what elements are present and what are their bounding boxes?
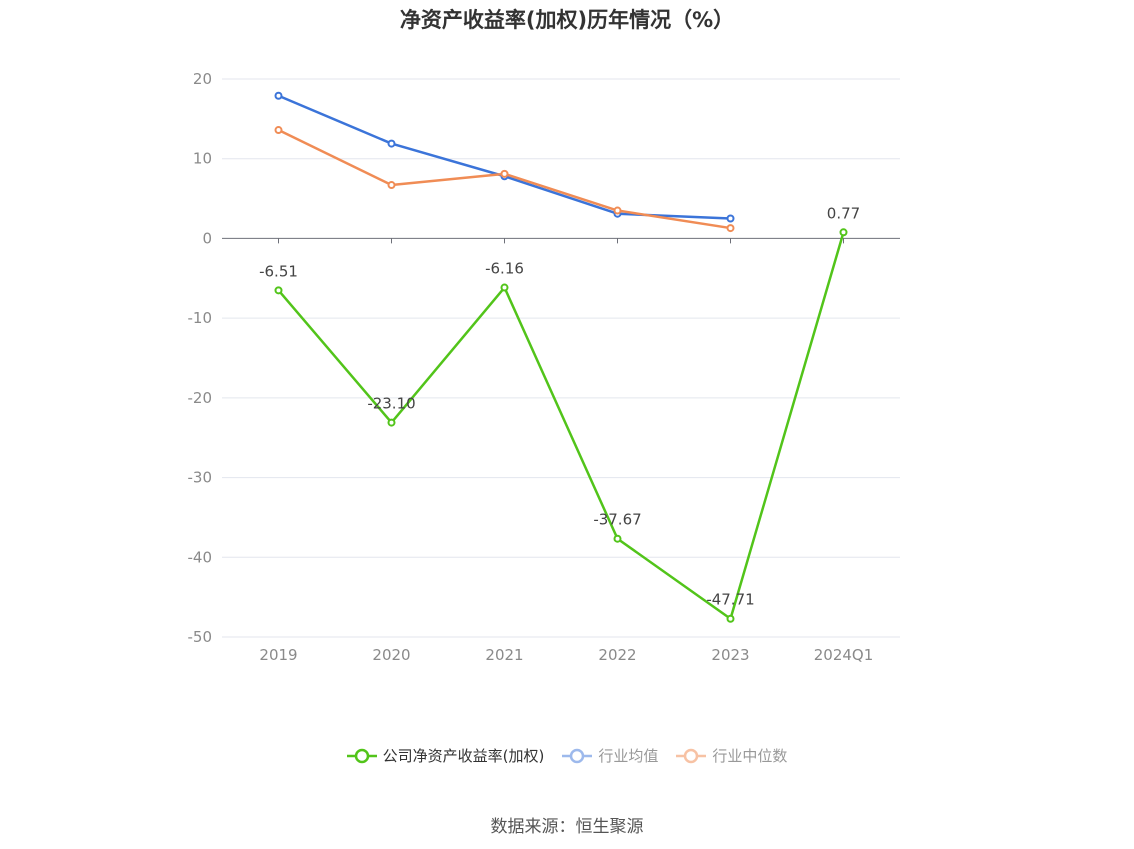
- chart-title: 净资产收益率(加权)历年情况（%）: [399, 8, 735, 32]
- data-point: [726, 614, 735, 623]
- y-tick-label: -10: [188, 309, 213, 327]
- legend-label: 行业中位数: [712, 747, 788, 765]
- data-point: [387, 181, 396, 190]
- x-tick-label: 2022: [598, 646, 636, 664]
- y-tick-label: -40: [188, 548, 213, 566]
- legend-item[interactable]: 行业中位数: [676, 745, 787, 766]
- series-line: [278, 94, 731, 220]
- data-point: [274, 126, 283, 135]
- data-label: -6.51: [259, 262, 298, 280]
- data-point: [839, 228, 848, 237]
- x-tick-label: 2020: [372, 646, 410, 664]
- data-label: -6.16: [485, 260, 524, 278]
- data-label: 0.77: [827, 204, 860, 222]
- y-tick-label: -30: [188, 469, 213, 487]
- axis-layer: 20 10 0 -10 -20 -30 -40 -50 2019 2020 2021 2022 2023…: [188, 70, 900, 664]
- x-tick-label: 2023: [711, 646, 749, 664]
- legend-label: 公司净资产收益率(加权): [382, 747, 545, 765]
- data-point: [387, 418, 396, 427]
- data-label: -37.67: [593, 511, 641, 529]
- x-tick-label: 2024Q1: [814, 646, 874, 664]
- y-tick-label: 0: [202, 229, 212, 247]
- series-layer: [274, 91, 848, 623]
- data-point: [613, 206, 622, 215]
- source-note: 数据来源：恒生聚源: [490, 817, 644, 837]
- data-point: [274, 286, 283, 295]
- data-point: [726, 224, 735, 233]
- legend-item[interactable]: 行业均值: [562, 745, 658, 766]
- data-point: [387, 139, 396, 148]
- data-label: -23.10: [367, 395, 415, 413]
- data-point: [500, 283, 509, 292]
- legend-marker-icon: [346, 748, 377, 763]
- legend-marker-icon: [562, 748, 593, 763]
- data-point: [726, 214, 735, 223]
- y-tick-label: -50: [188, 628, 213, 646]
- data-label: -47.71: [706, 591, 754, 609]
- legend-item[interactable]: 公司净资产收益率(加权): [346, 745, 545, 766]
- y-tick-label: -20: [188, 389, 213, 407]
- label-layer: -6.51 -23.10 -6.16 -37.67 -47.71 0.77: [259, 204, 860, 608]
- line-chart: 20 10 0 -10 -20 -30 -40 -50 2019 2020 2021 2022 2023…: [188, 70, 900, 664]
- x-tick-label: 2019: [259, 646, 297, 664]
- y-tick-label: 10: [193, 150, 212, 168]
- grid-layer: [222, 78, 900, 638]
- series-line: [277, 231, 845, 620]
- data-point: [613, 534, 622, 543]
- legend-label: 行业均值: [598, 747, 659, 765]
- legend-marker-icon: [676, 748, 707, 763]
- y-tick-label: 20: [193, 70, 212, 88]
- x-tick-label: 2021: [485, 646, 523, 664]
- legend: 公司净资产收益率(加权) 行业均值 行业中位数: [0, 745, 1134, 766]
- data-point: [274, 91, 283, 100]
- data-point: [500, 169, 509, 178]
